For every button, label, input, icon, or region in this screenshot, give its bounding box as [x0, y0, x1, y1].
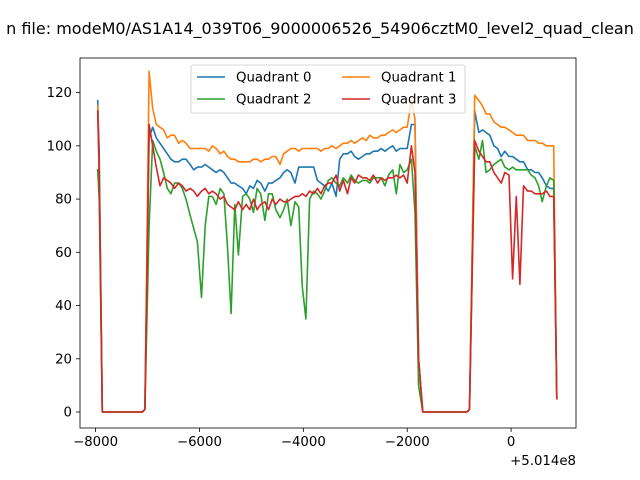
x-tick-label: 0 [507, 435, 515, 450]
y-tick-label: 80 [55, 193, 72, 208]
series-layer [96, 70, 558, 413]
series-line-quadrant-0 [96, 99, 558, 413]
y-tick-label: 20 [55, 352, 72, 367]
legend-label-quadrant-1: Quadrant 1 [381, 71, 456, 86]
plot-frame [79, 57, 577, 429]
series-line-quadrant-2 [96, 139, 558, 413]
y-tick-label: 120 [47, 86, 72, 101]
series-line-quadrant-1 [96, 70, 558, 413]
x-offset-label: +5.014e8 [510, 454, 576, 469]
chart-title: n file: modeM0/AS1A14_039T06_9000006526_… [6, 19, 634, 39]
legend: Quadrant 0 Quadrant 1 Quadrant 2 Quadrant 3 [190, 64, 466, 114]
legend-label-quadrant-0: Quadrant 0 [236, 71, 311, 86]
legend-label-quadrant-2: Quadrant 2 [236, 93, 311, 108]
y-tick-label: 40 [55, 299, 72, 314]
plot-area [79, 57, 577, 429]
legend-label-quadrant-3: Quadrant 3 [381, 93, 456, 108]
series-line-quadrant-3 [96, 110, 558, 413]
x-tick-label: −2000 [385, 435, 430, 450]
y-tick-label: 60 [55, 246, 72, 261]
legend-frame [190, 64, 466, 114]
x-tick-label: −6000 [177, 435, 222, 450]
y-axis: 0 20 40 60 80 100 120 [47, 86, 80, 421]
x-axis: −8000 −6000 −4000 −2000 0 [73, 428, 515, 450]
x-tick-label: −4000 [281, 435, 326, 450]
y-tick-label: 0 [64, 406, 72, 421]
y-tick-label: 100 [47, 139, 72, 154]
x-tick-label: −8000 [73, 435, 118, 450]
